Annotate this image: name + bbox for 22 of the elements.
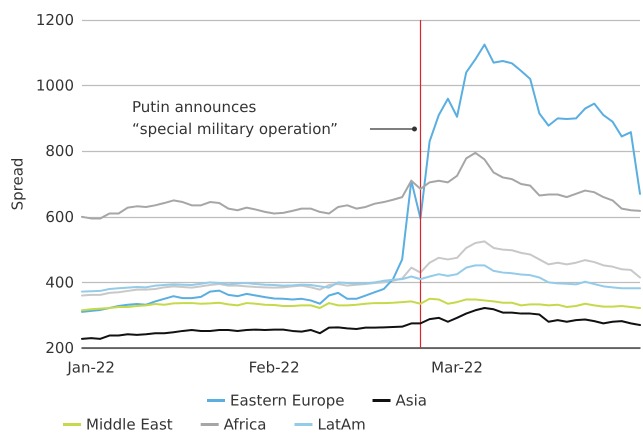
annotation: Putin announces “special military operation” bbox=[132, 98, 338, 138]
line-series bbox=[81, 264, 641, 293]
y-tick-label: 400 bbox=[45, 273, 74, 292]
legend-label: Middle East bbox=[86, 416, 173, 434]
line-series bbox=[81, 298, 641, 312]
line-series bbox=[81, 240, 641, 297]
x-tick-label: Jan-22 bbox=[66, 358, 115, 376]
x-tick-label: Mar-22 bbox=[431, 358, 483, 376]
legend-label: Asia bbox=[396, 392, 427, 410]
legend-label: Eastern Europe bbox=[230, 392, 345, 410]
legend-label: Africa bbox=[224, 416, 266, 434]
y-tick-label: 200 bbox=[45, 339, 74, 357]
y-tick-label: 800 bbox=[45, 142, 74, 160]
x-tick-label: Feb-22 bbox=[248, 358, 300, 376]
line-series bbox=[81, 44, 641, 313]
line-series bbox=[81, 306, 641, 340]
y-tick-label: 600 bbox=[45, 208, 74, 226]
line-series bbox=[81, 152, 641, 220]
y-axis-title: Spread bbox=[8, 158, 26, 210]
legend-label: LatAm bbox=[317, 416, 366, 434]
y-tick-label: 1200 bbox=[36, 11, 74, 29]
y-tick-label: 1000 bbox=[36, 76, 74, 95]
